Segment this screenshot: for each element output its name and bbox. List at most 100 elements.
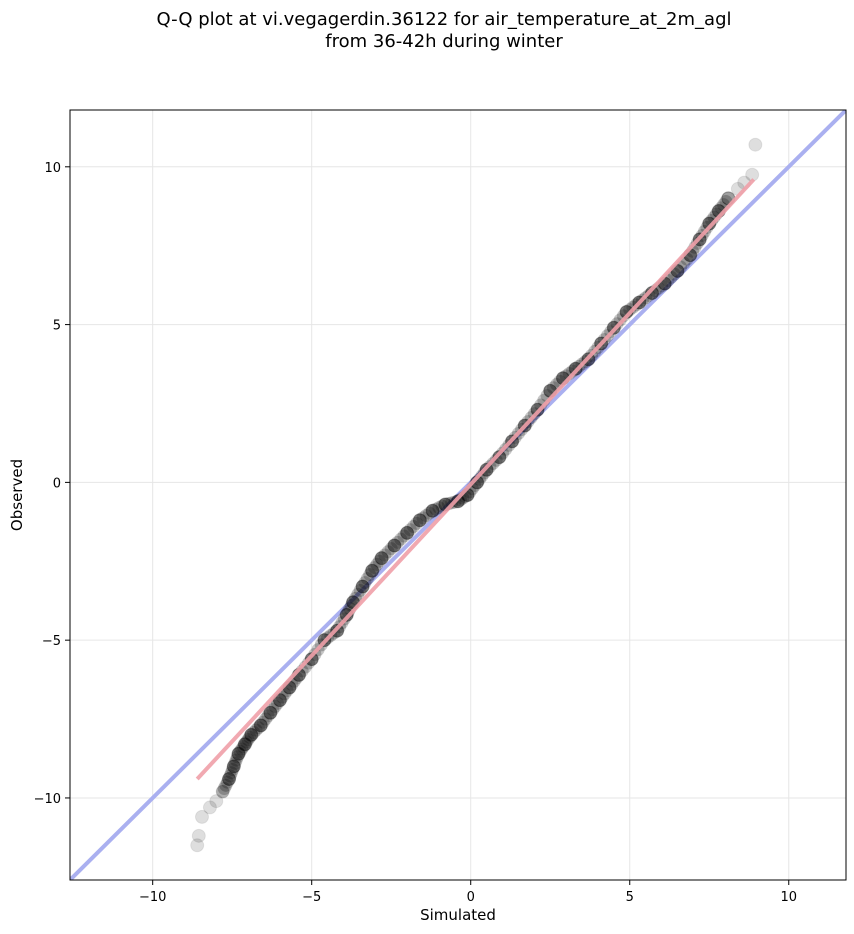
quantile-band-point-90 [432,501,446,515]
quantile-band-point-89 [429,502,443,516]
quantile-point-12 [263,705,278,720]
quantile-band-point-86 [419,509,433,523]
quantile-band-point-81 [403,523,417,537]
quantile-point-23 [374,551,389,566]
quantile-band-point-21 [247,725,261,739]
quantile-band-point-84 [413,513,427,527]
quantile-band-point-6 [224,766,238,780]
quantile-band-point-18 [241,733,255,747]
quantile-band-point-19 [243,730,257,744]
quantile-band-point-63 [353,583,367,597]
quantile-band-point-28 [263,706,277,720]
quantile-point-9 [237,737,252,752]
quantile-band-point-62 [351,587,365,601]
quantile-point-24 [387,538,402,553]
quantile-band-point-66 [360,572,374,586]
quantile-band-point-68 [365,564,379,578]
quantile-point-0 [190,838,205,853]
quantile-band-point-72 [375,551,389,565]
quantile-point-26 [412,513,427,528]
quantile-point-7 [226,759,241,774]
quantile-band-point-0 [216,785,230,799]
quantile-point-6 [222,772,237,787]
quantile-band-point-9 [228,756,242,770]
quantile-band-point-26 [259,712,273,726]
quantile-band-point-71 [372,554,386,568]
quantile-point-22 [365,563,380,578]
quantile-band-point-111 [489,453,503,467]
y-tick-label-2: 0 [53,476,61,491]
quantile-band-point-23 [251,721,265,735]
quantile-points [190,137,763,853]
quantile-band-point-61 [348,591,362,605]
quantile-band-point-3 [220,775,234,789]
quantile-band-point-2 [219,778,233,792]
y-tick-label-3: 5 [53,319,61,334]
chart-title-line-2: from 36-42h during winter [325,31,563,52]
quantile-point-4 [209,794,224,809]
quantile-band-point-85 [416,511,430,525]
quantile-band-point-73 [378,548,392,562]
quantile-band-point-10 [229,753,243,767]
quantile-point-29 [451,494,465,509]
quantile-band-point-82 [406,520,420,534]
x-tick-label-2: 0 [467,890,475,905]
quantile-band-point-44 [305,652,319,666]
x-axis-label: Simulated [420,906,496,924]
quantile-band-point-7 [226,763,240,777]
quantile-band-point-180 [702,217,716,231]
plot-area [70,110,846,880]
quantile-band-point-14 [235,742,249,756]
quantile-band-point-88 [426,504,440,518]
quantile-band-point-65 [358,576,372,590]
quantile-band-point-96 [451,494,465,508]
quantile-point-1 [191,828,206,843]
quantile-band-point-15 [236,740,250,754]
quantile-band-point-83 [410,516,424,530]
quantile-band-point-29 [266,703,280,717]
quantile-band-point-4 [222,772,236,786]
quantile-band-point-70 [370,557,384,571]
quantile-point-5 [215,784,230,799]
quantile-band-point-8 [227,759,241,773]
quantile-band-point-13 [233,744,247,758]
x-tick-label-3: 5 [626,890,634,905]
quantile-band-point-79 [397,529,411,543]
quantile-band-point-153 [623,303,637,317]
identity-line [70,110,846,880]
quantile-band-point-16 [238,737,252,751]
plot-frame [69,109,847,881]
quantile-point-11 [253,718,268,733]
y-tick-label-1: −5 [42,634,61,649]
quantile-band-point-67 [363,568,377,582]
quantile-band-point-78 [394,532,408,546]
quantile-band-point-12 [232,747,246,761]
quantile-band-point-150 [613,313,627,327]
quantile-band-point-106 [475,469,489,483]
grid [70,110,846,880]
quantile-band-point-27 [261,709,275,723]
quantile-band-point-135 [565,364,579,378]
quantile-band-point-11 [230,750,244,764]
quantile-point-56 [748,137,763,152]
axes: −10 −5 0 5 10 −10 −5 0 5 10 [34,161,797,905]
chart-title-line-1: Q-Q plot at vi.vegagerdin.36122 for air_… [157,9,732,30]
x-tick-label-0: −10 [139,890,166,905]
quantile-band-point-20 [244,728,258,742]
quantile-band-point-25 [256,715,270,729]
quantile-point-3 [202,800,217,815]
quantile-band-point-87 [422,506,436,520]
quantile-point-8 [231,746,246,761]
quantile-band-point-1 [217,781,231,795]
quantile-band-point-74 [381,545,395,559]
fit-line [195,178,756,781]
quantile-band-point-77 [391,535,405,549]
y-tick-label-0: −10 [34,792,61,807]
quantile-band-point-76 [387,538,401,552]
quantile-point-21 [355,579,370,594]
quantile-band-point-64 [356,580,370,594]
quantile-band-point-5 [223,769,237,783]
quantile-band-point-75 [384,542,398,556]
quantile-band-point-30 [268,699,282,713]
